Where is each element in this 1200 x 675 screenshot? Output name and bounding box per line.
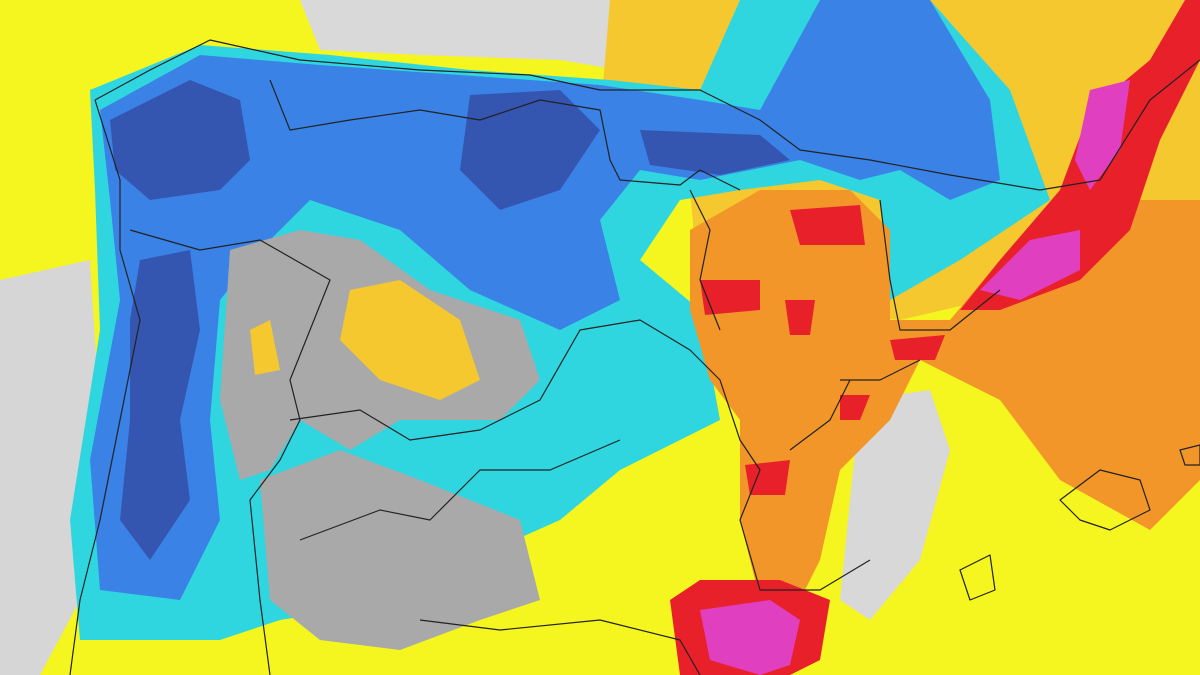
border-regions-east (689, 189, 1001, 451)
dark-blue-patches (110, 80, 790, 560)
orange-area (690, 190, 1200, 600)
border-regions-north (269, 79, 741, 191)
coastline-west (69, 99, 141, 675)
border-portugal (129, 229, 331, 675)
border-regions-south (299, 439, 701, 675)
coastline-north (94, 39, 1200, 191)
magenta-areas (700, 80, 1130, 675)
red-areas (670, 0, 1200, 675)
islands (959, 444, 1200, 601)
borders (69, 39, 1200, 675)
sea-east (840, 390, 950, 620)
border-regions-center (289, 319, 871, 591)
yellow-orange-center (250, 280, 480, 400)
